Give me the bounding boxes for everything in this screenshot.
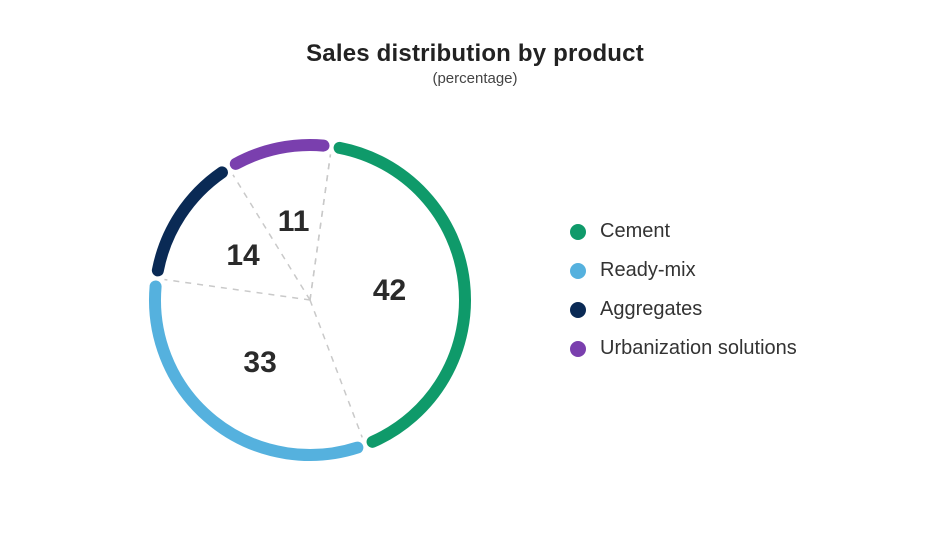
pie-slice — [236, 145, 324, 164]
legend-label: Aggregates — [600, 298, 702, 321]
legend-label: Cement — [600, 220, 670, 243]
legend-item: Cement — [570, 220, 797, 243]
page: Sales distribution by product (percentag… — [0, 0, 950, 543]
pie-chart: 42 33 14 11 — [130, 120, 490, 480]
slice-divider — [310, 154, 330, 300]
legend-color-dot — [570, 341, 586, 357]
legend-color-dot — [570, 302, 586, 318]
legend: Cement Ready-mix Aggregates Urbanization so… — [570, 220, 797, 360]
pie-svg — [130, 120, 490, 480]
chart-title: Sales distribution by product — [0, 40, 950, 68]
legend-item: Aggregates — [570, 298, 797, 321]
slice-value-label: 33 — [243, 346, 276, 380]
slice-divider — [310, 300, 362, 437]
legend-item: Urbanization solutions — [570, 337, 797, 360]
chart-subtitle: (percentage) — [0, 70, 950, 87]
slice-divider — [164, 280, 310, 300]
slice-value-label: 42 — [373, 274, 406, 308]
legend-label: Ready-mix — [600, 259, 696, 282]
legend-label: Urbanization solutions — [600, 337, 797, 360]
title-block: Sales distribution by product (percentag… — [0, 40, 950, 87]
legend-color-dot — [570, 263, 586, 279]
pie-slice — [158, 172, 222, 270]
legend-color-dot — [570, 224, 586, 240]
slice-value-label: 11 — [278, 205, 310, 239]
legend-item: Ready-mix — [570, 259, 797, 282]
slice-value-label: 14 — [226, 239, 259, 273]
